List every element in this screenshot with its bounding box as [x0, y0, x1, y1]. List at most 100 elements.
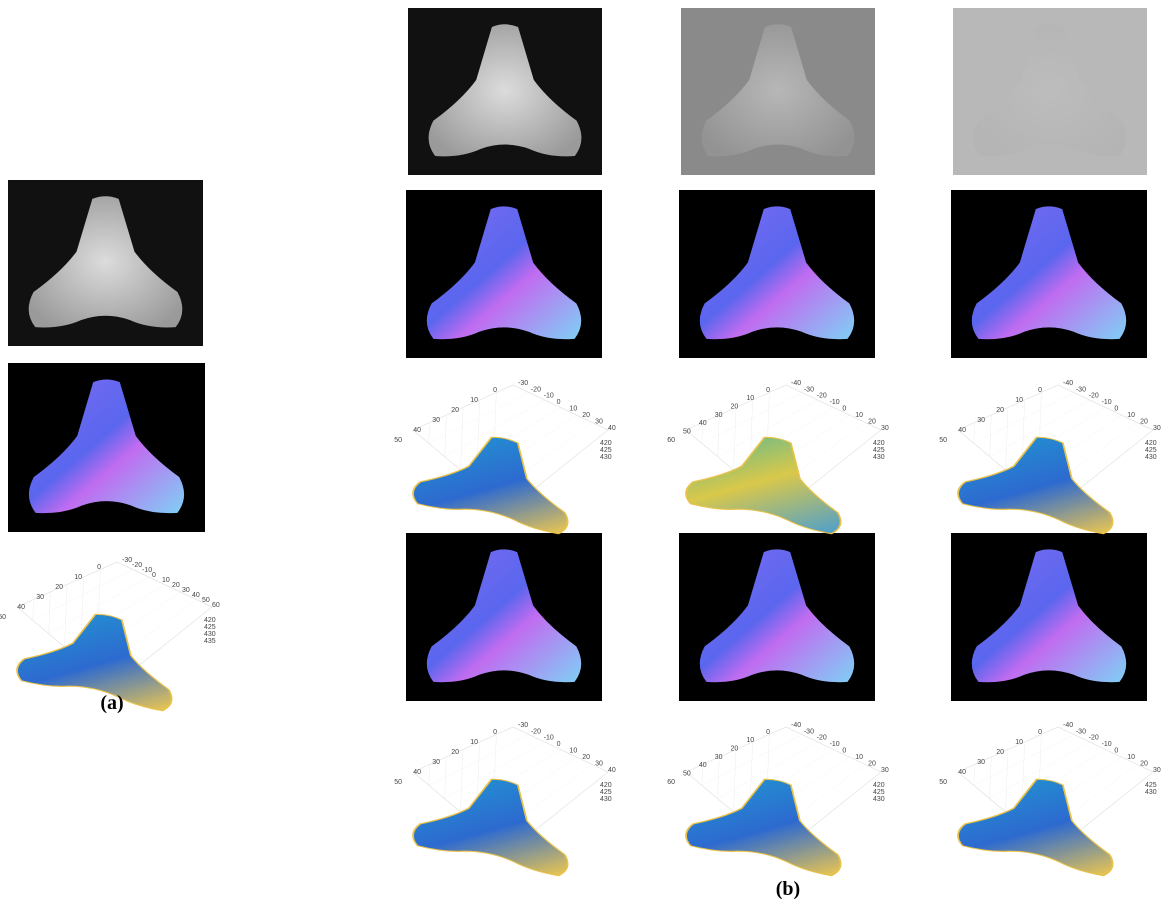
tick-label: 20: [1140, 760, 1148, 767]
image-normal-map: [951, 190, 1147, 358]
tick-label: -10: [830, 741, 840, 748]
tick-label: 430: [873, 454, 885, 461]
tick-label: 50: [939, 437, 947, 444]
plot-grid: [989, 414, 992, 457]
plot-grid: [701, 422, 703, 444]
tick-label: 40: [17, 604, 25, 611]
depth-plot: 6050403020100-40-30-20-10010203042042543…: [667, 722, 889, 879]
tick-label: 430: [873, 796, 885, 803]
tick-label: 10: [1015, 397, 1023, 404]
tick-label: 20: [451, 407, 459, 414]
tick-label: 10: [470, 739, 478, 746]
tick-label: 60: [667, 437, 675, 444]
plot-grid: [733, 749, 737, 813]
tick-label: 10: [569, 748, 577, 755]
tick-label: 20: [1140, 418, 1148, 425]
tick-label: 20: [996, 407, 1004, 414]
plot-grid: [1005, 749, 1009, 813]
tick-label: 20: [731, 404, 739, 411]
tick-label: 50: [683, 429, 691, 436]
tick-label: 0: [1038, 729, 1042, 736]
tick-label: 0: [1114, 748, 1118, 755]
tick-label: 0: [766, 729, 770, 736]
image-intensity: [681, 8, 875, 175]
tick-label: 0: [493, 729, 497, 736]
tick-label: -20: [1089, 393, 1099, 400]
tick-label: 30: [595, 418, 603, 425]
tick-label: 50: [683, 771, 691, 778]
tick-label: 425: [873, 789, 885, 796]
tick-label: 425: [1145, 447, 1157, 454]
plot-grid: [717, 414, 720, 457]
tick-label: 420: [873, 440, 885, 447]
plot-grid: [64, 584, 68, 648]
tick-label: 40: [413, 427, 421, 434]
plot-grid: [444, 756, 447, 799]
tick-label: 40: [699, 420, 707, 427]
tick-label: 40: [958, 427, 966, 434]
tick-label: 30: [1153, 425, 1161, 432]
tick-label: -20: [531, 386, 541, 393]
tick-label: 420: [1145, 440, 1157, 447]
tick-label: 20: [172, 582, 180, 589]
plot-grid: [428, 764, 430, 786]
tick-label: 0: [493, 387, 497, 394]
tick-label: -40: [791, 722, 801, 729]
panel-label: (a): [100, 692, 123, 714]
panel-label: (b): [776, 878, 800, 900]
image-grid: [8, 8, 1147, 701]
tick-label: 20: [582, 754, 590, 761]
tick-label: 20: [451, 749, 459, 756]
tick-label: 425: [873, 447, 885, 454]
tick-label: 30: [432, 417, 440, 424]
tick-label: 20: [868, 418, 876, 425]
tick-label: 0: [766, 387, 770, 394]
tick-label: -30: [122, 557, 132, 564]
depth-surface: [409, 421, 583, 537]
tick-label: 10: [470, 397, 478, 404]
tick-label: 425: [204, 624, 216, 631]
tick-label: 50: [0, 614, 6, 621]
tick-label: 10: [746, 395, 754, 402]
tick-label: 30: [36, 594, 44, 601]
tick-label: 30: [715, 412, 723, 419]
tick-label: -10: [544, 393, 554, 400]
image-normal-map: [679, 190, 875, 358]
tick-label: -10: [1102, 399, 1112, 406]
tick-label: 30: [715, 754, 723, 761]
tick-label: -10: [142, 567, 152, 574]
plot-grid: [48, 591, 51, 634]
depth-surface: [954, 421, 1128, 537]
tick-label: 40: [958, 769, 966, 776]
depth-surface: [954, 763, 1128, 879]
plot-grid: 50403020100-30-20-1001020304050604204254…: [0, 380, 1161, 879]
tick-label: -40: [791, 380, 801, 387]
tick-label: 420: [873, 782, 885, 789]
tick-label: 10: [746, 737, 754, 744]
plot-grid: [989, 756, 992, 799]
tick-label: 425: [600, 447, 612, 454]
tick-label: 430: [600, 454, 612, 461]
tick-label: 30: [432, 759, 440, 766]
plot-grid: [460, 407, 464, 471]
tick-label: 0: [1114, 406, 1118, 413]
tick-label: 30: [977, 759, 985, 766]
tick-label: 420: [600, 440, 612, 447]
tick-label: 10: [569, 406, 577, 413]
tick-label: -10: [830, 399, 840, 406]
image-intensity: [953, 8, 1147, 175]
tick-label: -20: [531, 728, 541, 735]
tick-label: -20: [817, 393, 827, 400]
tick-label: 60: [667, 779, 675, 786]
tick-label: 420: [600, 782, 612, 789]
plot-grid: [973, 764, 975, 786]
plot-grid: [460, 749, 464, 813]
tick-label: 50: [939, 779, 947, 786]
depth-plot: 6050403020100-40-30-20-10010203042042543…: [667, 380, 889, 537]
tick-label: 0: [97, 564, 101, 571]
tick-label: 425: [600, 789, 612, 796]
tick-label: -40: [1063, 380, 1073, 387]
